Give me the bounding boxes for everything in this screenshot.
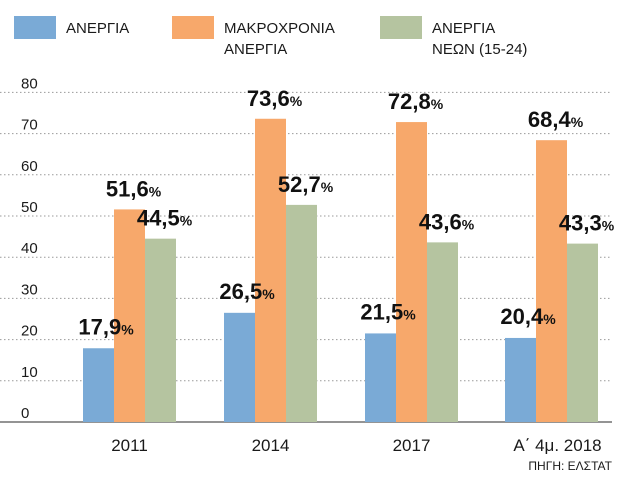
x-axis-ticks: 2011 2014 2017 Α΄ 4μ. 2018 xyxy=(111,436,601,455)
y-axis-ticks: 0 10 20 30 40 50 60 70 80 xyxy=(21,75,38,422)
data-label-s2-3: 72,8% xyxy=(388,89,444,114)
x-tick-label-1: 2011 xyxy=(111,436,148,455)
data-label-s3-2: 52,7% xyxy=(278,172,334,197)
bar-s2-1 xyxy=(114,209,145,422)
data-label-s3-1: 44,5% xyxy=(137,206,193,231)
bar-s2-2 xyxy=(255,118,286,422)
legend: ΑΝΕΡΓΙΑ ΜΑΚΡΟΧΡΟΝΙΑ ΑΝΕΡΓΙΑ ΑΝΕΡΓΙΑ ΝΕΩΝ (15… xyxy=(14,16,527,58)
y-tick-label-60: 60 xyxy=(21,158,38,175)
legend-swatch-1 xyxy=(14,16,56,39)
y-tick-label-10: 10 xyxy=(21,364,38,381)
data-label-s1-3: 21,5% xyxy=(360,299,416,324)
legend-label-2-line-1: ΜΑΚΡΟΧΡΟΝΙΑ xyxy=(224,20,335,37)
legend-label-1-line-1: ΑΝΕΡΓΙΑ xyxy=(66,20,129,37)
data-label-s2-2: 73,6% xyxy=(247,86,303,111)
bars xyxy=(83,118,598,423)
y-tick-label-50: 50 xyxy=(21,199,38,216)
data-label-s2-1: 51,6% xyxy=(106,176,162,201)
bar-s1-4 xyxy=(505,337,536,422)
data-label-s2-4: 68,4% xyxy=(528,107,584,132)
bar-s3-2 xyxy=(286,204,317,422)
legend-swatch-3 xyxy=(380,16,422,39)
bar-s2-4 xyxy=(536,140,567,422)
data-label-s3-4: 43,3% xyxy=(559,211,615,236)
bar-s3-4 xyxy=(567,243,598,422)
legend-label-3-line-2: ΝΕΩΝ (15-24) xyxy=(432,41,527,58)
x-tick-label-2: 2014 xyxy=(252,436,290,455)
y-tick-label-0: 0 xyxy=(21,405,29,422)
bar-s3-1 xyxy=(145,238,176,422)
y-tick-label-40: 40 xyxy=(21,240,38,257)
bar-s2-3 xyxy=(396,122,427,423)
legend-label-3-line-1: ΑΝΕΡΓΙΑ xyxy=(432,20,495,37)
legend-swatch-2 xyxy=(172,16,214,39)
legend-label-2-line-2: ΑΝΕΡΓΙΑ xyxy=(224,41,287,58)
x-tick-label-4: Α΄ 4μ. 2018 xyxy=(513,436,601,455)
bar-s1-2 xyxy=(224,312,255,422)
source-note: ΠΗΓΗ: ΕΛΣΤΑΤ xyxy=(528,459,612,473)
bar-s3-3 xyxy=(427,242,458,422)
y-tick-label-30: 30 xyxy=(21,281,38,298)
bar-s1-3 xyxy=(365,333,396,422)
y-tick-label-70: 70 xyxy=(21,117,38,134)
y-tick-label-80: 80 xyxy=(21,75,38,92)
y-tick-label-20: 20 xyxy=(21,323,38,340)
data-label-s3-3: 43,6% xyxy=(419,209,475,234)
bar-s1-1 xyxy=(83,348,114,422)
x-tick-label-3: 2017 xyxy=(393,436,431,455)
